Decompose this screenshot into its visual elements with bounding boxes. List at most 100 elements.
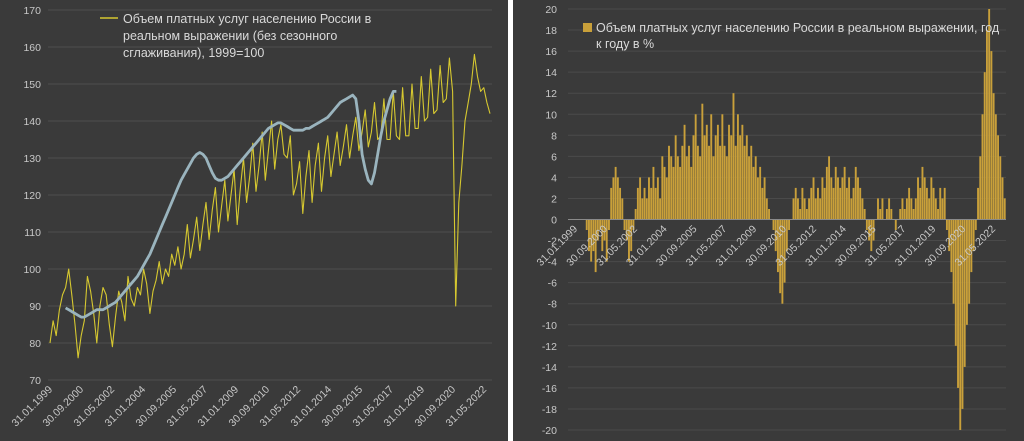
bar — [837, 177, 839, 220]
bar — [608, 219, 610, 230]
yoy-bar-chart: -20-18-16-14-12-10-8-6-4-202468101214161… — [534, 4, 1006, 437]
y-tick-label: 170 — [23, 5, 41, 17]
bar — [919, 187, 922, 220]
bar — [825, 166, 828, 220]
y-tick-label: -8 — [548, 299, 557, 311]
bar — [854, 166, 857, 220]
bar — [736, 114, 739, 220]
bar — [803, 198, 806, 220]
bar — [792, 198, 795, 220]
bar — [905, 198, 908, 220]
bar — [925, 187, 928, 220]
bar — [659, 198, 662, 220]
y-tick-label: 140 — [23, 116, 41, 128]
bar — [994, 114, 997, 220]
bar — [643, 187, 646, 220]
y-tick-label: 16 — [545, 46, 557, 58]
bar — [756, 177, 759, 220]
y-tick-label: -16 — [542, 383, 557, 395]
bar — [817, 187, 819, 220]
bar — [623, 219, 626, 230]
bar — [588, 219, 590, 252]
bar — [901, 198, 904, 220]
bar — [703, 135, 706, 220]
y-tick-label: -12 — [542, 341, 557, 353]
bar — [799, 209, 802, 220]
bar — [823, 187, 826, 220]
bar — [930, 177, 933, 220]
bar — [941, 198, 944, 220]
bar — [868, 219, 871, 241]
bar — [708, 145, 710, 220]
bar — [859, 187, 862, 220]
bar — [614, 166, 617, 220]
bar — [743, 145, 746, 220]
left-chart-panel: 70 80 90 100 110 120 130 140 150 160 170 31.01.1999… — [0, 0, 508, 441]
y-tick-label: 110 — [24, 227, 41, 239]
bar — [852, 187, 855, 220]
bar — [648, 177, 650, 220]
y-tick-label: 14 — [545, 67, 557, 79]
bar — [594, 219, 597, 273]
bar — [774, 219, 777, 252]
bar — [590, 219, 593, 262]
raw-series-line — [49, 53, 491, 359]
bar — [912, 209, 915, 220]
bar — [761, 187, 764, 220]
bar — [599, 219, 602, 230]
bar — [848, 177, 851, 220]
bar — [656, 177, 659, 220]
bar — [641, 198, 644, 220]
bar — [630, 219, 633, 252]
bar — [732, 93, 735, 220]
y-tick-label: 80 — [29, 338, 41, 350]
bar — [832, 187, 835, 220]
bar — [688, 145, 690, 220]
y-tick-label: 130 — [23, 153, 41, 165]
bar — [716, 124, 719, 220]
bar — [719, 145, 722, 220]
y-tick-label: 4 — [551, 172, 557, 184]
bar — [645, 198, 648, 220]
bar — [739, 135, 742, 220]
bar — [603, 219, 606, 241]
bar — [650, 187, 653, 220]
bar — [696, 145, 699, 220]
y-tick-label: 100 — [23, 264, 41, 276]
y-tick-label: -10 — [542, 320, 557, 332]
bar — [908, 187, 911, 220]
bar — [861, 198, 864, 220]
bar — [721, 114, 724, 220]
bar — [699, 156, 702, 220]
index-line-chart: 70809010011012013014015016017031.01.1999… — [9, 5, 492, 429]
bar — [914, 198, 917, 220]
bar — [885, 209, 888, 220]
bar — [923, 177, 926, 220]
bar — [728, 124, 730, 220]
bar — [625, 219, 628, 241]
legend-swatch — [583, 23, 592, 32]
bar — [745, 135, 748, 220]
bar — [672, 166, 675, 220]
bar — [899, 209, 902, 220]
bar — [988, 9, 991, 220]
bar — [596, 219, 599, 241]
bar — [710, 114, 713, 220]
bar — [750, 145, 753, 220]
bar — [934, 198, 937, 220]
bar — [610, 187, 613, 220]
bar — [670, 156, 673, 220]
bar — [674, 135, 677, 220]
bar — [776, 219, 779, 273]
bar — [748, 156, 750, 220]
bar — [863, 209, 866, 220]
y-tick-label: 0 — [551, 215, 557, 227]
bar — [843, 166, 846, 220]
bar — [628, 219, 630, 262]
bar — [961, 219, 964, 409]
bar — [888, 198, 891, 220]
y-tick-label: -18 — [542, 404, 557, 416]
bar — [585, 219, 588, 230]
bar — [612, 177, 615, 220]
bar — [839, 187, 842, 220]
